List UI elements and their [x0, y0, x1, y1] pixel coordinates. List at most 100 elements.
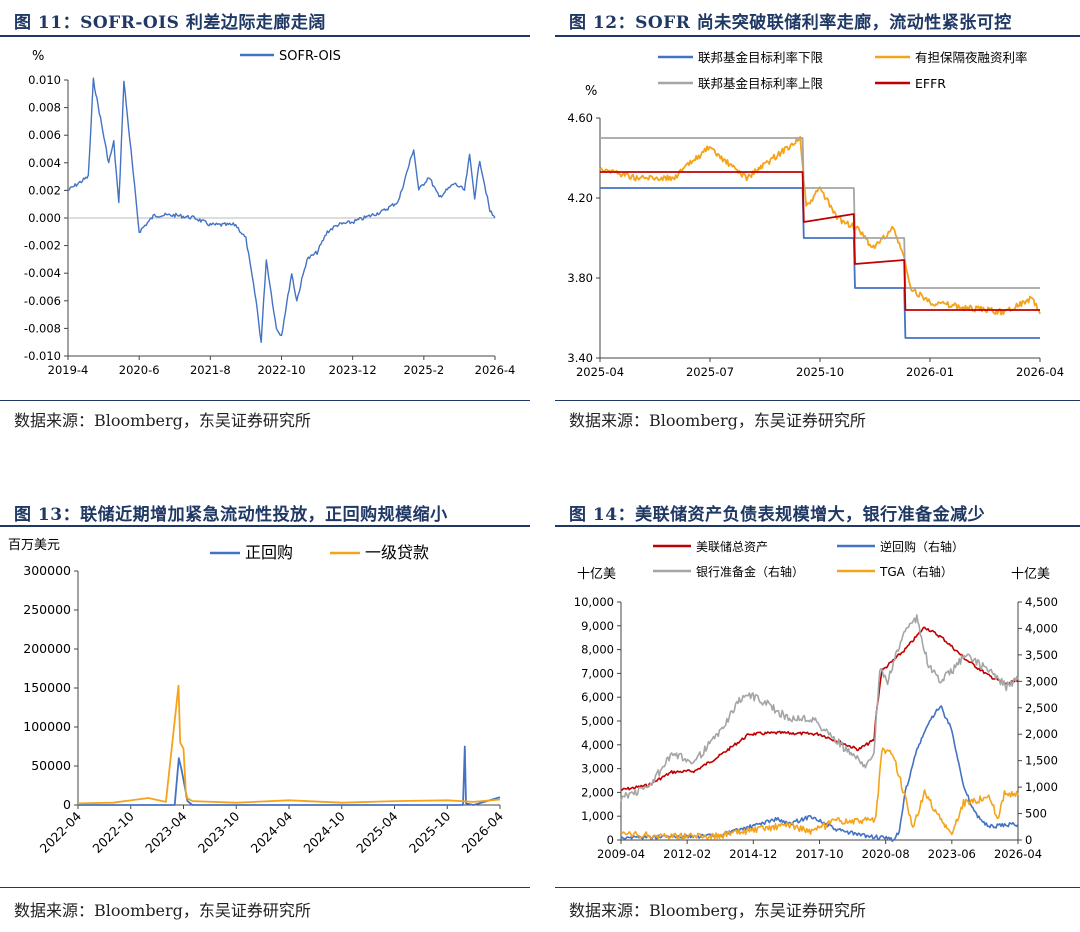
x-tick-label: 2025-07 — [686, 365, 734, 379]
y-tick-label: 3,000 — [581, 762, 614, 776]
y-tick-label: 4.20 — [567, 191, 593, 205]
series-line — [600, 187, 1040, 339]
chart-canvas: 0.010 0.008 0.006 0.004 0.002 0.000 -0.002 -0.0… — [24, 49, 516, 377]
chart-title: 图 12：SOFR 尚未突破联储利率走廊，流动性紧张可控 — [569, 13, 1012, 33]
source-note: 数据来源：Bloomberg，东吴证券研究所 — [569, 411, 866, 430]
series-line — [600, 171, 1040, 311]
x-tick-label: 2020-08 — [862, 847, 910, 861]
title-rule — [0, 35, 530, 37]
x-tick-label: 2023-04 — [142, 808, 190, 856]
y-tick-label: -0.008 — [24, 321, 61, 335]
y-tick-label: 3.80 — [567, 271, 593, 285]
series-line — [620, 705, 1019, 843]
y-tick-label: -0.002 — [24, 239, 61, 253]
legend-label: 逆回购（右轴） — [880, 539, 964, 554]
series-line — [620, 614, 1019, 802]
y-tick-label: 100000 — [23, 719, 71, 734]
y2-tick-label: 0 — [1025, 833, 1032, 847]
y2-tick-label: 3,000 — [1025, 674, 1058, 688]
chart-title: 图 14：美联储资产负债表规模增大，银行准备金减少 — [569, 505, 986, 525]
x-tick-label: 2022-04 — [37, 808, 85, 856]
y-axis-unit: % — [585, 84, 597, 99]
x-tick-label: 2014-12 — [729, 847, 777, 861]
chart-canvas: 10,000 9,000 8,000 7,000 6,000 5,000 4,000 3,00… — [574, 539, 1058, 861]
source-rule — [555, 887, 1080, 888]
y-tick-label: 0.004 — [28, 156, 61, 170]
chart-canvas: 3000002500002000001500001000005000002022… — [8, 538, 507, 856]
x-tick-label: 2020-6 — [119, 363, 160, 377]
x-tick-label: 2024-04 — [248, 808, 296, 856]
y-tick-label: 300000 — [23, 563, 71, 578]
legend-label: SOFR-OIS — [279, 49, 341, 64]
legend-label: 美联储总资产 — [696, 539, 768, 554]
y-tick-label: 0.010 — [28, 73, 61, 87]
y-tick-label: 0.000 — [28, 211, 61, 225]
chart-panel-13: 图 13：联储近期增加紧急流动性投放，正回购规模缩小 300000 250000 2… — [0, 492, 530, 932]
x-tick-label: 2021-8 — [190, 363, 231, 377]
x-tick-label: 2026-04 — [994, 847, 1042, 861]
y2-tick-label: 4,000 — [1025, 621, 1058, 635]
y-tick-label: -0.004 — [24, 266, 61, 280]
y-axis-unit: % — [32, 49, 44, 64]
legend-label: 银行准备金（右轴） — [696, 564, 804, 579]
x-tick-label: 2022-10 — [89, 808, 137, 856]
y2-tick-label: 1,500 — [1025, 754, 1058, 768]
x-tick-label: 2012-02 — [663, 847, 711, 861]
y-tick-label: 3.40 — [567, 351, 593, 365]
y-tick-label: 250000 — [23, 602, 71, 617]
y2-tick-label: 500 — [1025, 807, 1047, 821]
x-tick-label: 2026-04 — [459, 808, 507, 856]
x-tick-label: 2009-04 — [597, 847, 645, 861]
x-tick-label: 2025-2 — [403, 363, 444, 377]
y2-tick-label: 4,500 — [1025, 595, 1058, 609]
title-rule — [555, 525, 1080, 527]
y-tick-label: 9,000 — [581, 619, 614, 633]
y-tick-label: 4,000 — [581, 738, 614, 752]
y2-axis-unit: 十亿美 — [1011, 567, 1050, 582]
x-tick-label: 2026-4 — [475, 363, 516, 377]
y-tick-label: 0.006 — [28, 128, 61, 142]
series-line — [620, 747, 1019, 840]
legend-label: EFFR — [915, 76, 946, 91]
x-tick-label: 2026-01 — [906, 365, 954, 379]
y-tick-label: 8,000 — [581, 643, 614, 657]
legend-label: 联邦基金目标利率下限 — [698, 50, 824, 65]
source-note: 数据来源：Bloomberg，东吴证券研究所 — [569, 901, 866, 920]
y-tick-label: 0 — [63, 797, 71, 812]
source-note: 数据来源：Bloomberg，东吴证券研究所 — [14, 411, 311, 430]
source-note: 数据来源：Bloomberg，东吴证券研究所 — [14, 901, 311, 920]
y-tick-label: 150000 — [23, 680, 71, 695]
series-line — [77, 684, 501, 805]
x-tick-label: 2025-04 — [353, 808, 401, 856]
y-tick-label: 0 — [607, 833, 614, 847]
legend-label: TGA（右轴） — [879, 564, 953, 579]
y-tick-label: 0.008 — [28, 101, 61, 115]
y-axis-unit: 百万美元 — [8, 538, 60, 553]
x-tick-label: 2017-10 — [795, 847, 843, 861]
y2-tick-label: 3,500 — [1025, 648, 1058, 662]
y-tick-label: 7,000 — [581, 666, 614, 680]
series-line — [78, 745, 501, 806]
y-axis-unit: 十亿美 — [577, 567, 616, 582]
legend-label: 一级贷款 — [365, 543, 429, 562]
y-tick-label: -0.010 — [24, 349, 61, 363]
title-rule — [0, 525, 530, 527]
title-rule — [555, 35, 1080, 37]
x-tick-label: 2025-10 — [796, 365, 844, 379]
y-tick-label: -0.006 — [24, 294, 61, 308]
source-rule — [555, 400, 1080, 401]
legend-label: 有担保隔夜融资利率 — [915, 50, 1028, 65]
x-tick-label: 2022-10 — [257, 363, 305, 377]
chart-title: 图 11：SOFR-OIS 利差边际走廊走阔 — [14, 13, 326, 33]
legend-label: 联邦基金目标利率上限 — [698, 76, 824, 91]
y-tick-label: 1,000 — [581, 809, 614, 823]
x-tick-label: 2023-10 — [195, 808, 243, 856]
chart-title: 图 13：联储近期增加紧急流动性投放，正回购规模缩小 — [14, 505, 448, 525]
chart-panel-11: 图 11：SOFR-OIS 利差边际走廊走阔 0.010 0.008 0.006 0.… — [0, 0, 530, 440]
y-tick-label: 5,000 — [581, 714, 614, 728]
y-tick-label: 50000 — [31, 758, 71, 773]
series-line — [621, 626, 1019, 791]
x-tick-label: 2025-10 — [406, 808, 454, 856]
y2-tick-label: 2,500 — [1025, 701, 1058, 715]
x-tick-label: 2025-04 — [576, 365, 624, 379]
